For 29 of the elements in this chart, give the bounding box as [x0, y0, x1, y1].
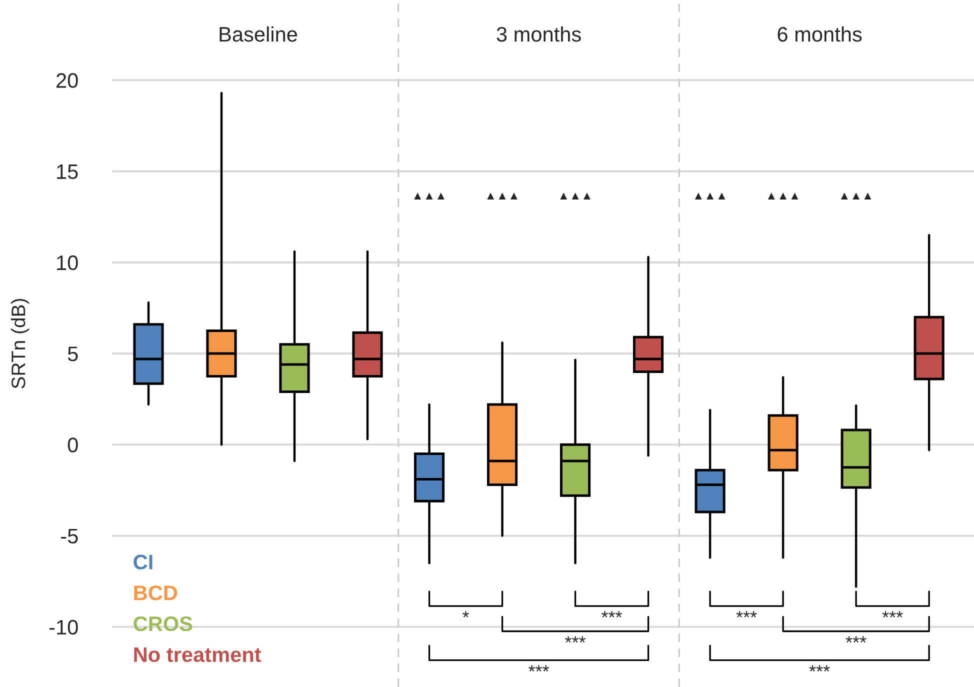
y-axis-title: SRTn (dB)	[10, 298, 30, 388]
y-tick-label: 0	[68, 438, 78, 452]
y-tick-label: 15	[57, 164, 78, 180]
annotation: ***	[882, 611, 903, 618]
annotation: ***	[565, 636, 586, 643]
annotation: ***	[736, 611, 757, 618]
x-tick-label: 6 months	[778, 26, 862, 42]
text: ▲▲▲	[768, 192, 798, 200]
y-tick-label: 20	[56, 73, 78, 88]
text: ▲▲▲	[487, 192, 518, 200]
text: ▲▲▲	[694, 192, 726, 200]
annotation: ***	[846, 636, 866, 643]
annotation: *	[462, 611, 470, 618]
text: ▲▲▲	[560, 192, 590, 200]
text: ▲▲▲	[840, 192, 872, 200]
annotation: ***	[528, 665, 550, 672]
x-tick-label: Baseline	[220, 26, 298, 42]
text: CI	[134, 554, 152, 570]
text: No treatment	[134, 648, 262, 662]
y-tick-label: -5	[61, 528, 78, 544]
annotation: ***	[809, 665, 830, 672]
y-tick-label: -10	[49, 620, 78, 635]
text: BCD	[134, 586, 178, 600]
x-tick-label: 3 months	[496, 26, 581, 42]
text: CROS	[134, 616, 192, 632]
text: ▲▲▲	[414, 192, 444, 200]
annotation: ***	[602, 611, 622, 618]
y-tick-label: 5	[68, 346, 78, 362]
y-tick-label: 10	[57, 255, 78, 270]
